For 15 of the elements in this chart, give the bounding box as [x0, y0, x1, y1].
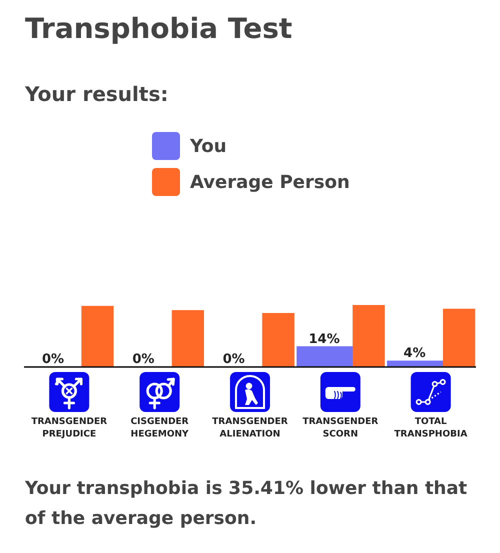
data-label: 0%: [132, 352, 154, 367]
chart-title: Transphobia Test: [25, 12, 292, 45]
legend-label: Average Person: [190, 172, 350, 192]
data-label: 4%: [404, 346, 426, 362]
chart-subtitle: Your results:: [25, 82, 168, 106]
legend-label: You: [190, 136, 227, 156]
x-tick-label: TRANSGENDER ALIENATION: [212, 417, 288, 440]
data-label: 14%: [308, 332, 340, 347]
x-tick-label: TRANSGENDER SCORN: [302, 417, 378, 440]
x-tick-label: TOTAL TRANSPHOBIA: [394, 417, 468, 440]
data-label: 0%: [42, 352, 64, 367]
data-label: 0%: [222, 352, 245, 367]
x-tick-label: TRANSGENDER PREJUDICE: [31, 417, 108, 440]
text: Your transphobia is 35.41% lower than that of the average person.: [25, 477, 468, 531]
x-tick-label: CISGENDER HEGEMONY: [130, 417, 190, 440]
